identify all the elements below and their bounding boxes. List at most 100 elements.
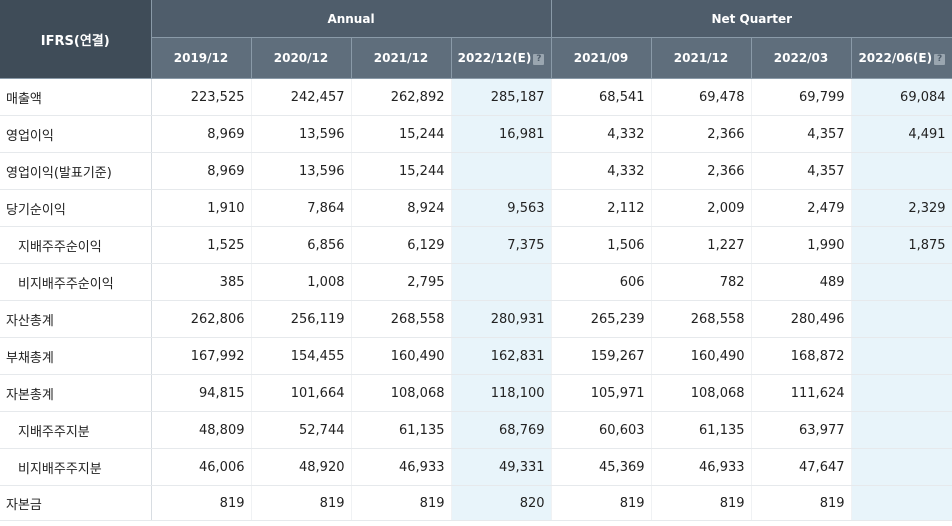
quarter-value-cell: 47,647: [751, 448, 852, 486]
quarter-value-cell: 2,366: [651, 152, 752, 190]
row-label: 자본금: [0, 485, 152, 521]
annual-value-cell: 1,008: [251, 263, 352, 301]
annual-value-cell: 242,457: [251, 78, 352, 116]
table-row: 자본총계 94,815 101,664 108,068 118,100 105,971 10…: [0, 374, 952, 412]
annual-value-cell: 262,806: [151, 300, 252, 338]
row-label: 당기순이익: [0, 189, 152, 227]
table-row: 부채총계 167,992 154,455 160,490 162,831 159,267 1…: [0, 337, 952, 375]
period-label: 2022/06(E): [858, 51, 933, 65]
row-label: 자본총계: [0, 374, 152, 412]
quarter-value-cell: 4,357: [751, 152, 852, 190]
row-label: 영업이익(발표기준): [0, 152, 152, 190]
annual-value-cell: 385: [151, 263, 252, 301]
annual-value-cell: 262,892: [351, 78, 452, 116]
annual-value-cell: 819: [251, 485, 352, 521]
header-period: 2021/12: [351, 37, 452, 79]
annual-value-cell: 16,981: [451, 115, 552, 153]
quarter-value-cell: [851, 374, 952, 412]
quarter-value-cell: 168,872: [751, 337, 852, 375]
quarter-value-cell: 1,875: [851, 226, 952, 264]
quarter-value-cell: 819: [651, 485, 752, 521]
annual-value-cell: 6,856: [251, 226, 352, 264]
row-label: 영업이익: [0, 115, 152, 153]
quarter-value-cell: [851, 448, 952, 486]
table-row: 매출액 223,525 242,457 262,892 285,187 68,541 69,…: [0, 78, 952, 116]
annual-value-cell: 223,525: [151, 78, 252, 116]
quarter-value-cell: 265,239: [550, 300, 652, 338]
quarter-value-cell: [851, 152, 952, 190]
annual-value-cell: 52,744: [251, 411, 352, 449]
quarter-value-cell: 68,541: [550, 78, 652, 116]
row-label: 비지배주주순이익: [0, 263, 152, 301]
annual-value-cell: 118,100: [451, 374, 552, 412]
header-period: 2021/12: [651, 37, 752, 79]
quarter-value-cell: 268,558: [651, 300, 752, 338]
quarter-value-cell: 63,977: [751, 411, 852, 449]
quarter-value-cell: 2,366: [651, 115, 752, 153]
table-row: 지배주주지분 48,809 52,744 61,135 68,769 60,603 61,1…: [0, 411, 952, 449]
header-ifrs-label: IFRS(연결): [0, 0, 152, 79]
quarter-value-cell: 2,479: [751, 189, 852, 227]
quarter-value-cell: 46,933: [651, 448, 752, 486]
quarter-value-cell: 2,009: [651, 189, 752, 227]
row-label: 지배주주순이익: [0, 226, 152, 264]
row-label: 부채총계: [0, 337, 152, 375]
quarter-value-cell: 69,478: [651, 78, 752, 116]
header-quarter-group: Net Quarter: [551, 0, 952, 38]
question-mark-icon[interactable]: ?: [934, 54, 946, 65]
period-label: 2020/12: [273, 51, 329, 65]
annual-value-cell: 94,815: [151, 374, 252, 412]
quarter-value-cell: 4,332: [550, 152, 652, 190]
row-label: 매출액: [0, 78, 152, 116]
quarter-value-cell: 159,267: [550, 337, 652, 375]
quarter-value-cell: 819: [550, 485, 652, 521]
annual-value-cell: 268,558: [351, 300, 452, 338]
header-period: 2022/03: [751, 37, 852, 79]
annual-value-cell: 101,664: [251, 374, 352, 412]
quarter-value-cell: [851, 485, 952, 521]
header-period: 2019/12: [151, 37, 252, 79]
annual-value-cell: [451, 263, 552, 301]
annual-value-cell: 1,910: [151, 189, 252, 227]
quarter-value-cell: 45,369: [550, 448, 652, 486]
annual-value-cell: 819: [351, 485, 452, 521]
annual-value-cell: 7,864: [251, 189, 352, 227]
period-label: 2022/03: [773, 51, 829, 65]
quarter-value-cell: [851, 300, 952, 338]
annual-value-cell: 167,992: [151, 337, 252, 375]
quarter-value-cell: 111,624: [751, 374, 852, 412]
annual-value-cell: 108,068: [351, 374, 452, 412]
annual-value-cell: 256,119: [251, 300, 352, 338]
quarter-value-cell: 489: [751, 263, 852, 301]
table-row: 비지배주주지분 46,006 48,920 46,933 49,331 45,369 46,…: [0, 448, 952, 486]
annual-value-cell: 8,969: [151, 152, 252, 190]
quarter-value-cell: 606: [550, 263, 652, 301]
period-label: 2021/12: [673, 51, 729, 65]
annual-value-cell: 9,563: [451, 189, 552, 227]
header-annual-group: Annual: [151, 0, 552, 38]
quarter-value-cell: 2,329: [851, 189, 952, 227]
quarter-value-cell: [851, 411, 952, 449]
annual-value-cell: 6,129: [351, 226, 452, 264]
quarter-value-cell: 61,135: [651, 411, 752, 449]
annual-value-cell: 7,375: [451, 226, 552, 264]
quarter-value-cell: 4,491: [851, 115, 952, 153]
quarter-value-cell: 1,227: [651, 226, 752, 264]
annual-value-cell: 280,931: [451, 300, 552, 338]
table-row: 영업이익(발표기준) 8,969 13,596 15,244 4,332 2,366 4,3…: [0, 152, 952, 190]
annual-value-cell: 68,769: [451, 411, 552, 449]
table-row: 비지배주주순이익 385 1,008 2,795 606 782 489: [0, 263, 952, 301]
annual-value-cell: 61,135: [351, 411, 452, 449]
question-mark-icon[interactable]: ?: [533, 54, 545, 65]
annual-value-cell: 160,490: [351, 337, 452, 375]
header-period: 2020/12: [251, 37, 352, 79]
quarter-value-cell: [851, 263, 952, 301]
period-label: 2021/09: [573, 51, 629, 65]
annual-value-cell: 15,244: [351, 152, 452, 190]
quarter-value-cell: 60,603: [550, 411, 652, 449]
annual-value-cell: 48,920: [251, 448, 352, 486]
table-row: 자본금 819 819 819 820 819 819 819: [0, 485, 952, 521]
annual-value-cell: 154,455: [251, 337, 352, 375]
annual-value-cell: 49,331: [451, 448, 552, 486]
